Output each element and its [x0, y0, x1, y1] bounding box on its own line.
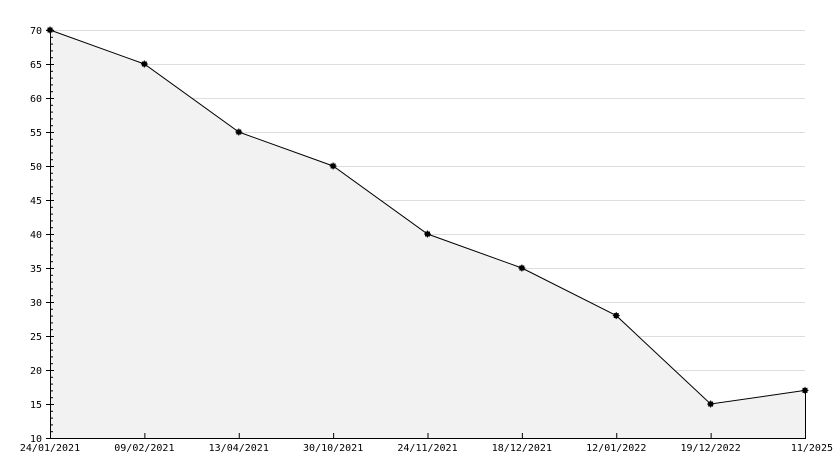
x-tick-label: 19/12/2022: [681, 443, 741, 454]
x-tick-label: 12/01/2022: [586, 443, 646, 454]
x-tick-label: 13/04/2021: [209, 443, 269, 454]
data-point: [612, 312, 620, 320]
x-tick-label: 24/01/2021: [20, 443, 80, 454]
data-point: [235, 128, 243, 136]
y-tick-label: 30: [30, 298, 42, 309]
x-tick-label: 11/2025: [791, 443, 833, 454]
y-tick-label: 35: [30, 264, 42, 275]
y-tick-label: 20: [30, 366, 42, 377]
data-point: [707, 400, 715, 408]
y-tick-label: 65: [30, 60, 42, 71]
y-tick-label: 55: [30, 128, 42, 139]
data-point: [424, 230, 431, 238]
data-point: [518, 264, 526, 272]
x-tick-label: 24/11/2021: [397, 443, 457, 454]
x-tick-label: 30/10/2021: [303, 443, 363, 454]
data-point: [46, 26, 54, 34]
y-tick-label: 70: [30, 26, 42, 37]
y-tick-label: 45: [30, 196, 42, 207]
y-tick-label: 25: [30, 332, 42, 343]
y-tick-label: 40: [30, 230, 42, 241]
data-point: [329, 162, 337, 170]
x-tick-label: 09/02/2021: [114, 443, 174, 454]
y-tick-label: 10: [30, 434, 42, 445]
y-tick-label: 60: [30, 94, 42, 105]
data-point: [801, 386, 809, 394]
x-tick-label: 18/12/2021: [492, 443, 552, 454]
y-tick-label: 50: [30, 162, 42, 173]
y-tick-label: 15: [30, 400, 42, 411]
data-point: [140, 60, 148, 68]
